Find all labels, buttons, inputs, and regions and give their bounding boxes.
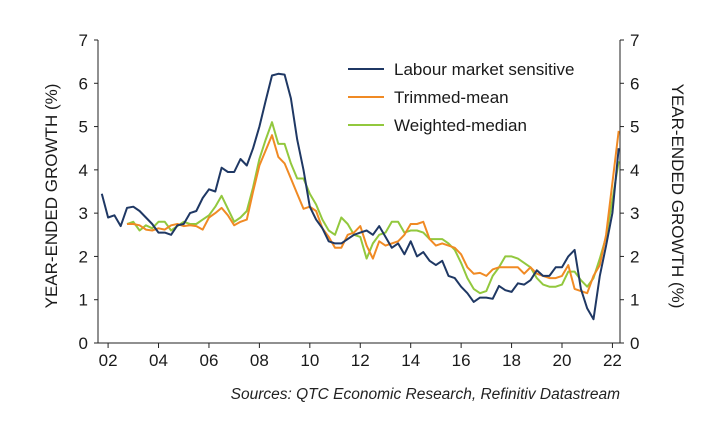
y-tick-label-left: 2 [79,247,88,266]
x-tick-label: 20 [553,351,572,370]
y-tick-label-right: 7 [630,31,639,50]
series-line-labour-market-sensitive [100,72,620,321]
x-tick-label: 04 [149,351,168,370]
y-tick-label-left: 6 [79,74,88,93]
series-line-trimmed-mean [127,130,620,295]
legend-label-weighted-median: Weighted-median [394,116,527,135]
x-tick-label: 06 [199,351,218,370]
x-tick-label: 22 [603,351,622,370]
x-tick-label: 12 [351,351,370,370]
y-tick-label-right: 3 [630,204,639,223]
x-tick-label: 10 [300,351,319,370]
x-tick-label: 14 [401,351,420,370]
legend: Labour market sensitive Trimmed-mean Weigh… [348,60,574,135]
y-tick-label-left: 3 [79,204,88,223]
y-tick-label-left: 7 [79,31,88,50]
x-tick-label: 18 [502,351,521,370]
x-tick-label: 02 [99,351,118,370]
y-tick-label-right: 5 [630,118,639,137]
legend-label-trimmed-mean: Trimmed-mean [394,88,509,107]
y-axis-title-left: YEAR-ENDED GROWTH (%) [42,84,61,309]
y-tick-label-right: 0 [630,334,639,353]
y-tick-label-left: 4 [79,161,88,180]
y-axis-title-right: YEAR-ENDED GROWTH (%) [668,84,687,309]
x-tick-label: 16 [452,351,471,370]
source-note: Sources: QTC Economic Research, Refiniti… [230,386,620,403]
y-tick-label-right: 1 [630,291,639,310]
y-tick-label-right: 2 [630,247,639,266]
legend-label-labour-market-sensitive: Labour market sensitive [394,60,574,79]
series-line-weighted-median [126,121,620,295]
y-tick-label-right: 6 [630,74,639,93]
axes: 0 01 12 23 34 45 56 67 702 04 06 08 10 12 14 16 18 20 22 [79,31,640,370]
series-group [100,72,620,321]
y-tick-label-right: 4 [630,161,639,180]
x-tick-label: 08 [250,351,269,370]
y-tick-label-left: 5 [79,118,88,137]
y-tick-label-left: 1 [79,291,88,310]
y-tick-label-left: 0 [79,334,88,353]
